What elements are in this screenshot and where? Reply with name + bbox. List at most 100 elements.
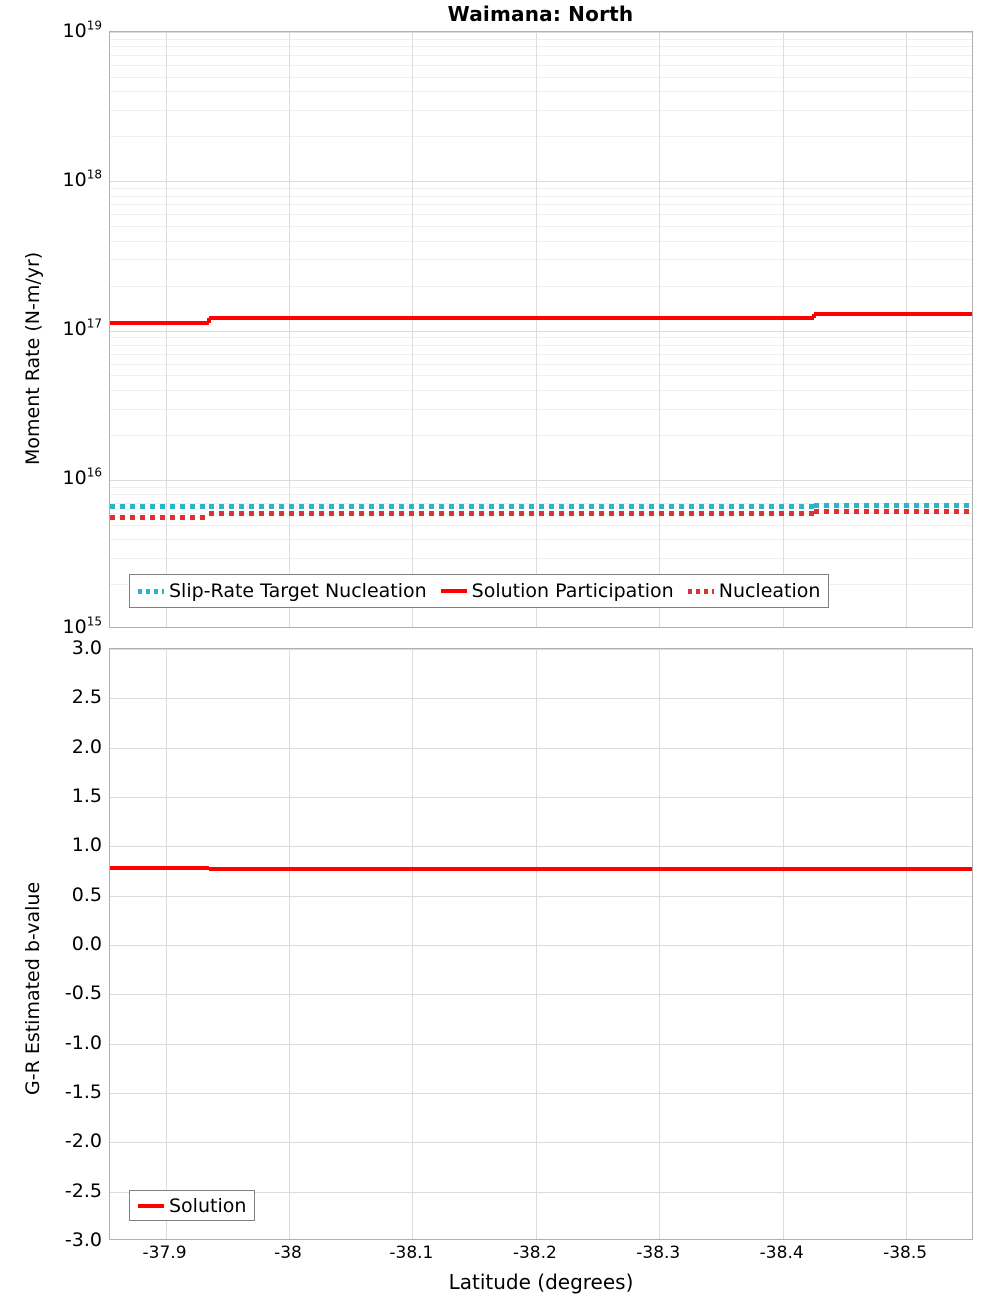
gridline — [110, 354, 972, 355]
gridline — [110, 46, 972, 47]
series-segment — [813, 312, 972, 317]
x-axis-label-latitude: Latitude (degrees) — [448, 1270, 634, 1294]
gridline — [110, 698, 972, 699]
ytick--0-5: -0.5 — [64, 982, 102, 1005]
gridline — [110, 797, 972, 798]
legend-label-nucleation: Nucleation — [718, 580, 821, 602]
series-segment — [110, 504, 209, 510]
gridline — [110, 136, 972, 137]
gridline — [659, 32, 660, 627]
grid-bottom — [110, 649, 972, 1239]
xtick-neg37-9: -37.9 — [142, 1243, 187, 1263]
gridline — [110, 181, 972, 182]
series-segment — [813, 509, 972, 515]
gridline — [110, 1044, 972, 1045]
legend-entry-solution: Solution — [138, 1195, 246, 1217]
xtick-neg38-1: -38.1 — [389, 1243, 434, 1263]
series-segment — [208, 315, 814, 320]
gridline — [110, 91, 972, 92]
gridline — [110, 375, 972, 376]
ytick-0-0: 0.0 — [71, 933, 102, 955]
legend-label-slip-rate-target-nucleation: Slip-Rate Target Nucleation — [169, 580, 427, 602]
solid-red-line-icon — [138, 1203, 164, 1208]
gridline — [110, 226, 972, 227]
gridline — [110, 435, 972, 436]
series-segment — [813, 503, 972, 509]
ytick-3-0: 3.0 — [71, 637, 102, 659]
gridline — [110, 241, 972, 242]
gridline — [659, 649, 660, 1239]
gridline — [110, 896, 972, 897]
gridline — [536, 649, 537, 1239]
ytick--2-0: -2.0 — [64, 1130, 102, 1153]
gridline — [110, 503, 972, 504]
gridline — [110, 204, 972, 205]
ytick-1-5: 1.5 — [71, 785, 102, 807]
series-segment — [813, 866, 972, 871]
b-value-plot-area — [109, 648, 973, 1240]
series-riser — [206, 317, 211, 323]
gridline — [110, 77, 972, 78]
ytick-2-5: 2.5 — [71, 686, 102, 709]
legend-entry-slip-rate-target-nucleation: Slip-Rate Target Nucleation — [138, 580, 427, 602]
ytick-1e18: 1018 — [62, 167, 102, 191]
gridline — [110, 1093, 972, 1094]
series-segment — [208, 504, 814, 510]
gridline — [110, 390, 972, 391]
series-segment — [208, 511, 814, 517]
ytick-2-0: 2.0 — [71, 735, 102, 758]
ytick-1e16: 1016 — [62, 465, 102, 489]
series-layer-bottom — [110, 649, 972, 1239]
gridline — [110, 259, 972, 260]
gridline — [110, 558, 972, 559]
gridline — [110, 65, 972, 66]
moment-rate-plot-area — [109, 31, 973, 628]
gridline — [110, 649, 972, 650]
gridline — [289, 649, 290, 1239]
legend-bottom: Solution — [129, 1190, 256, 1221]
series-segment — [110, 514, 209, 520]
gridline — [110, 364, 972, 365]
gridline — [110, 214, 972, 215]
gridline — [412, 32, 413, 627]
series-riser — [811, 868, 816, 871]
grid-top — [110, 32, 972, 627]
gridline — [110, 110, 972, 111]
gridline — [536, 32, 537, 627]
solid-red-line-icon — [440, 589, 467, 593]
gridline — [110, 480, 972, 481]
gridline — [110, 846, 972, 847]
ytick--2-5: -2.5 — [64, 1179, 102, 1202]
series-riser — [811, 314, 816, 318]
series-layer-top — [110, 32, 972, 627]
y-axis-label-moment-rate: Moment Rate (N-m/yr) — [22, 251, 44, 465]
ytick--3-0: -3.0 — [64, 1229, 102, 1251]
gridline — [110, 337, 972, 338]
gridline — [110, 513, 972, 514]
gridline — [110, 1142, 972, 1143]
dotted-cyan-line-icon — [138, 588, 164, 594]
gridline — [906, 649, 907, 1239]
gridline — [110, 748, 972, 749]
series-riser — [206, 867, 211, 870]
y-axis-label-b-value: G-R Estimated b-value — [22, 881, 44, 1095]
gridline — [110, 55, 972, 56]
gridline — [110, 945, 972, 946]
gridline — [110, 345, 972, 346]
gridline — [110, 32, 972, 33]
gridline — [906, 32, 907, 627]
ytick-0-5: 0.5 — [71, 883, 102, 906]
gridline — [412, 649, 413, 1239]
gridline — [110, 409, 972, 410]
gridline — [783, 649, 784, 1239]
page-title: Waimana: North — [447, 2, 634, 26]
ytick--1-0: -1.0 — [64, 1031, 102, 1054]
legend-label-solution: Solution — [169, 1194, 247, 1217]
gridline — [110, 487, 972, 488]
series-segment — [208, 866, 814, 871]
legend-entry-nucleation: Nucleation — [687, 580, 821, 602]
legend-top: Slip-Rate Target Nucleation Solution Par… — [129, 574, 830, 608]
ytick--1-5: -1.5 — [64, 1081, 102, 1103]
series-segment — [110, 865, 209, 870]
ytick-1e19: 1019 — [62, 18, 102, 42]
